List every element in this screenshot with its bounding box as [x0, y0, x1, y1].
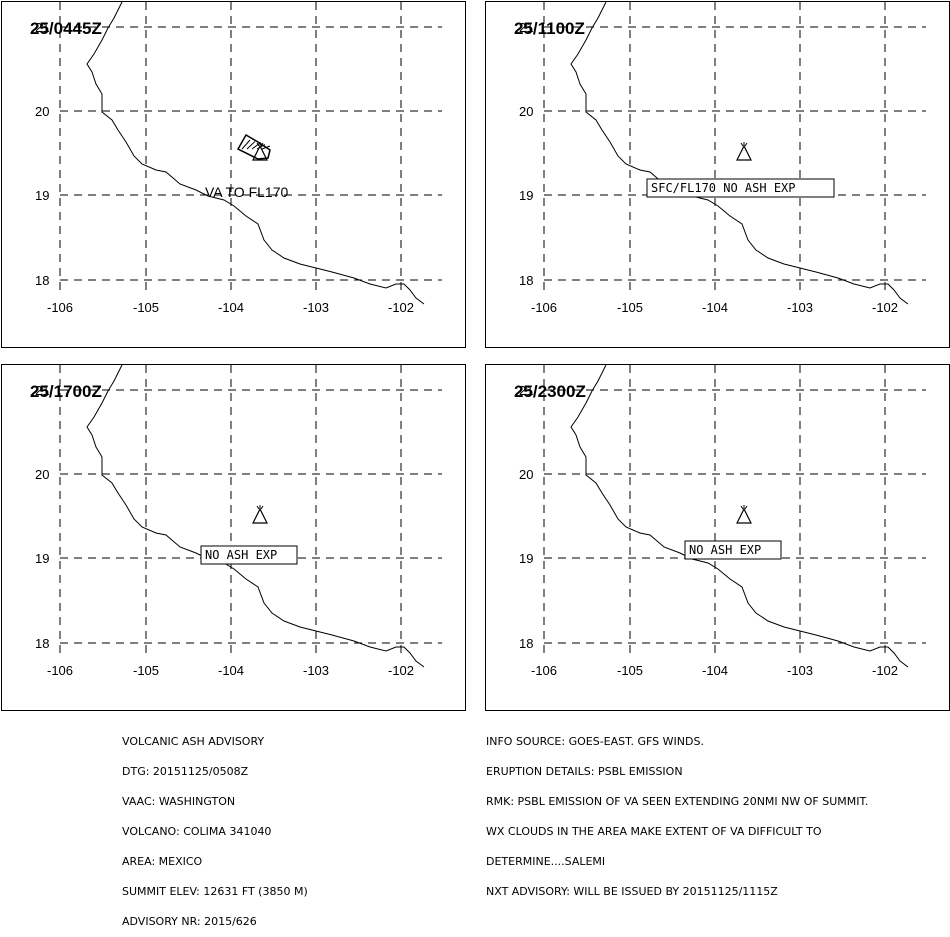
- coastline: [570, 364, 909, 668]
- map-panel-1: 21 20 19 18 -106 -105 -104 -103 -102 VA TO FL170…: [1, 1, 466, 348]
- latitude-label: 19: [519, 188, 533, 203]
- axis-labels: 21 20 19 18 -106 -105 -104 -103 -102: [519, 20, 898, 315]
- latitude-label: 18: [519, 636, 533, 651]
- latitude-label: 21: [519, 20, 533, 35]
- latitude-label: 20: [519, 104, 533, 119]
- longitude-label: -102: [872, 300, 898, 315]
- advisory-title: VOLCANIC ASH ADVISORY: [122, 735, 265, 748]
- volcano-icon: [736, 142, 752, 161]
- longitude-label: -106: [531, 300, 557, 315]
- advisory-vaac: VAAC: WASHINGTON: [122, 795, 236, 808]
- advisory-header: VOLCANIC ASH ADVISORY DTG: 20151125/0508…: [122, 717, 308, 937]
- valid-time-label: 25/1700Z: [30, 382, 102, 401]
- lat-lon-grid: [543, 365, 926, 659]
- latitude-label: 20: [35, 467, 49, 482]
- advisory-number: ADVISORY NR: 2015/626: [122, 915, 257, 928]
- advisory-eruption: ERUPTION DETAILS: PSBL EMISSION: [486, 765, 683, 778]
- advisory-next: NXT ADVISORY: WILL BE ISSUED BY 20151125…: [486, 885, 778, 898]
- advisory-details: INFO SOURCE: GOES-EAST. GFS WINDS. ERUPT…: [486, 717, 868, 907]
- volcano-icon: [252, 505, 268, 524]
- valid-time-label: 25/0445Z: [30, 19, 102, 38]
- advisory-area: AREA: MEXICO: [122, 855, 203, 868]
- longitude-label: -106: [531, 663, 557, 678]
- lat-lon-grid: [59, 365, 442, 659]
- map-canvas: 21 20 19 18 -106 -105 -104 -103 -102 VA TO FL170: [35, 1, 442, 315]
- longitude-label: -105: [617, 663, 643, 678]
- map-panel-3: 21 20 19 18 -106 -105 -104 -103 -102 NO ASH EXP …: [1, 364, 466, 711]
- map-canvas: 21 20 19 18 -106 -105 -104 -103 -102 NO ASH EXP: [519, 364, 926, 678]
- coastline: [570, 1, 909, 305]
- axis-labels: 21 20 19 18 -106 -105 -104 -103 -102: [35, 383, 414, 678]
- advisory-remark: RMK: PSBL EMISSION OF VA SEEN EXTENDING …: [486, 795, 869, 808]
- ash-level-label: VA TO FL170: [205, 184, 288, 200]
- longitude-label: -106: [47, 663, 73, 678]
- latitude-label: 20: [519, 467, 533, 482]
- longitude-label: -104: [702, 300, 728, 315]
- latitude-label: 21: [519, 383, 533, 398]
- longitude-label: -102: [388, 300, 414, 315]
- longitude-label: -102: [872, 663, 898, 678]
- forecast-box-label: SFC/FL170 NO ASH EXP: [651, 181, 796, 195]
- map-panel-4: 21 20 19 18 -106 -105 -104 -103 -102 NO ASH EXP …: [485, 364, 950, 711]
- forecast-box: [646, 178, 835, 198]
- latitude-label: 21: [35, 383, 49, 398]
- longitude-label: -104: [218, 663, 244, 678]
- axis-labels: 21 20 19 18 -106 -105 -104 -103 -102: [519, 383, 898, 678]
- latitude-label: 21: [35, 20, 49, 35]
- forecast-box: [200, 545, 298, 565]
- ash-cloud-polygon: [236, 133, 271, 160]
- forecast-box-label: NO ASH EXP: [205, 548, 277, 562]
- advisory-volcano: VOLCANO: COLIMA 341040: [122, 825, 272, 838]
- axis-labels: 21 20 19 18 -106 -105 -104 -103 -102: [35, 20, 414, 315]
- longitude-label: -106: [47, 300, 73, 315]
- advisory-determine: DETERMINE....SALEMI: [486, 855, 606, 868]
- latitude-label: 20: [35, 104, 49, 119]
- longitude-label: -104: [218, 300, 244, 315]
- lat-lon-grid: [543, 2, 926, 296]
- map-panel-2: 21 20 19 18 -106 -105 -104 -103 -102 SFC/FL170 N…: [485, 1, 950, 348]
- longitude-label: -105: [133, 300, 159, 315]
- longitude-label: -102: [388, 663, 414, 678]
- volcano-icon: [736, 505, 752, 524]
- longitude-label: -104: [702, 663, 728, 678]
- forecast-box: [684, 540, 782, 560]
- map-canvas: 21 20 19 18 -106 -105 -104 -103 -102 SFC/FL170 N…: [519, 1, 926, 315]
- longitude-label: -105: [617, 300, 643, 315]
- lat-lon-grid: [59, 2, 442, 296]
- longitude-label: -103: [303, 300, 329, 315]
- coastline: [86, 364, 425, 668]
- latitude-label: 18: [519, 273, 533, 288]
- latitude-label: 18: [35, 636, 49, 651]
- latitude-label: 19: [519, 551, 533, 566]
- coastline: [86, 1, 425, 305]
- longitude-label: -103: [787, 663, 813, 678]
- advisory-info-source: INFO SOURCE: GOES-EAST. GFS WINDS.: [486, 735, 704, 748]
- valid-time-label: 25/1100Z: [514, 19, 585, 38]
- advisory-wx: WX CLOUDS IN THE AREA MAKE EXTENT OF VA …: [486, 825, 822, 838]
- advisory-summit: SUMMIT ELEV: 12631 FT (3850 M): [122, 885, 308, 898]
- valid-time-label: 25/2300Z: [514, 382, 586, 401]
- longitude-label: -105: [133, 663, 159, 678]
- forecast-box-label: NO ASH EXP: [689, 543, 761, 557]
- latitude-label: 19: [35, 551, 49, 566]
- latitude-label: 19: [35, 188, 49, 203]
- latitude-label: 18: [35, 273, 49, 288]
- longitude-label: -103: [787, 300, 813, 315]
- longitude-label: -103: [303, 663, 329, 678]
- advisory-dtg: DTG: 20151125/0508Z: [122, 765, 249, 778]
- map-canvas: 21 20 19 18 -106 -105 -104 -103 -102 NO ASH EXP: [35, 364, 442, 678]
